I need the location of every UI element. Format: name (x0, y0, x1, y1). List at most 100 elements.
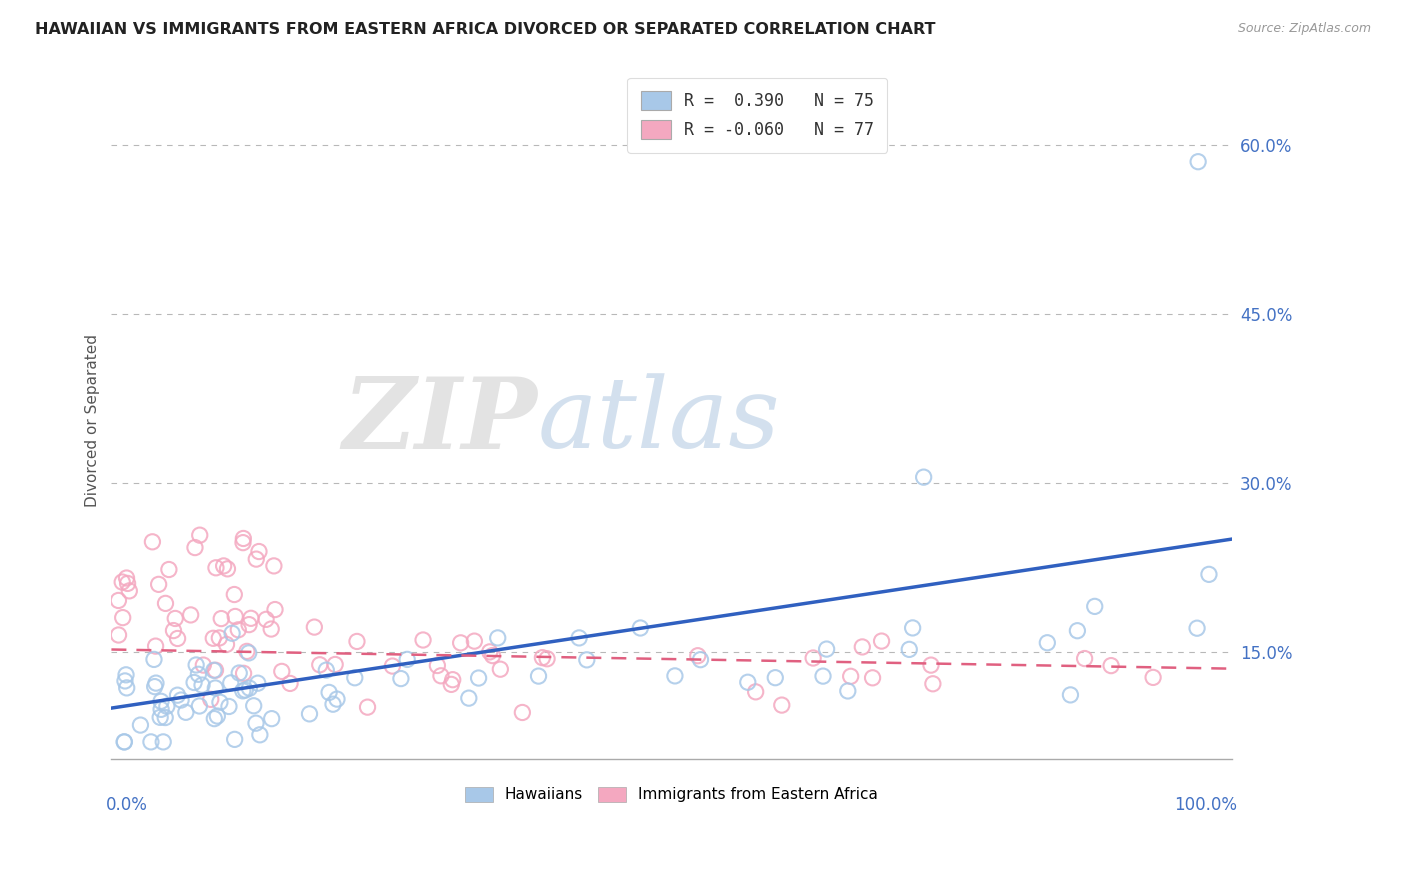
Text: HAWAIIAN VS IMMIGRANTS FROM EASTERN AFRICA DIVORCED OR SEPARATED CORRELATION CHA: HAWAIIAN VS IMMIGRANTS FROM EASTERN AFRI… (35, 22, 935, 37)
Point (115, 681, 138, 695)
Point (117, 576, 139, 591)
Point (228, 665, 250, 680)
Point (209, 611, 232, 625)
Point (527, 669, 550, 683)
Point (1198, 567, 1220, 582)
Point (898, 642, 921, 657)
Point (486, 631, 509, 645)
Point (111, 610, 134, 624)
Point (512, 706, 534, 720)
Point (450, 636, 472, 650)
Point (389, 672, 412, 686)
Point (129, 718, 152, 732)
Point (1059, 688, 1081, 702)
Point (150, 694, 173, 708)
Point (191, 678, 214, 692)
Point (770, 698, 793, 712)
Point (575, 653, 598, 667)
Point (162, 624, 184, 638)
Point (141, 534, 163, 549)
Point (247, 544, 270, 558)
Point (343, 671, 366, 685)
Point (260, 712, 283, 726)
Point (1142, 670, 1164, 684)
Point (150, 702, 173, 716)
Point (219, 676, 242, 690)
Point (686, 648, 709, 663)
Text: ZIP: ZIP (342, 373, 537, 469)
Point (689, 653, 711, 667)
Point (463, 634, 485, 648)
Point (851, 640, 873, 654)
Point (245, 716, 267, 731)
Point (412, 632, 434, 647)
Point (143, 680, 166, 694)
Point (249, 728, 271, 742)
Point (737, 675, 759, 690)
Point (440, 677, 463, 691)
Point (457, 691, 479, 706)
Point (233, 683, 256, 698)
Point (238, 681, 260, 696)
Point (263, 558, 285, 573)
Point (202, 712, 225, 726)
Point (381, 659, 404, 673)
Point (188, 528, 211, 542)
Point (322, 697, 344, 711)
Point (664, 669, 686, 683)
Text: Source: ZipAtlas.com: Source: ZipAtlas.com (1237, 22, 1371, 36)
Point (1187, 154, 1209, 169)
Point (221, 626, 243, 640)
Point (107, 628, 129, 642)
Point (152, 735, 174, 749)
Point (870, 634, 893, 648)
Point (921, 677, 943, 691)
Point (224, 609, 246, 624)
Text: atlas: atlas (537, 373, 780, 468)
Point (430, 669, 453, 683)
Point (218, 699, 240, 714)
Point (157, 562, 180, 576)
Point (628, 621, 651, 635)
Point (180, 607, 202, 622)
Point (184, 541, 207, 555)
Point (531, 650, 554, 665)
Point (837, 684, 859, 698)
Point (232, 535, 254, 549)
Point (204, 681, 226, 695)
Point (236, 644, 259, 658)
Point (1073, 651, 1095, 665)
Point (143, 652, 166, 666)
Point (187, 667, 209, 681)
Point (183, 675, 205, 690)
Legend: R =  0.390   N = 75, R = -0.060   N = 77: R = 0.390 N = 75, R = -0.060 N = 77 (627, 78, 887, 153)
Point (467, 671, 489, 685)
Point (139, 735, 162, 749)
Point (148, 577, 170, 591)
Point (315, 663, 337, 677)
Point (304, 620, 326, 634)
Point (1185, 621, 1208, 635)
Point (200, 692, 222, 706)
Point (186, 657, 208, 672)
Point (536, 652, 558, 666)
Point (156, 699, 179, 714)
Point (1099, 658, 1122, 673)
Point (188, 698, 211, 713)
Point (155, 710, 177, 724)
Point (811, 669, 834, 683)
Text: 0.0%: 0.0% (105, 796, 148, 814)
Point (217, 562, 239, 576)
Point (801, 651, 824, 665)
Point (115, 571, 138, 585)
Point (145, 676, 167, 690)
Point (202, 663, 225, 677)
Point (264, 602, 287, 616)
Point (1084, 599, 1107, 614)
Point (170, 693, 193, 707)
Point (1066, 624, 1088, 638)
Point (224, 732, 246, 747)
Point (212, 558, 235, 573)
Point (166, 632, 188, 646)
Point (226, 623, 249, 637)
